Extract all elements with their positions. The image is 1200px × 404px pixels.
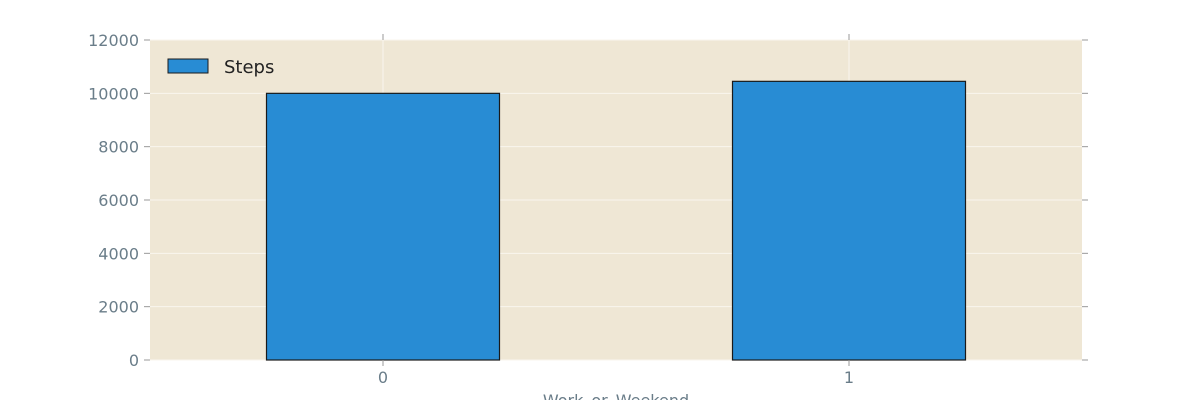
x-axis-title: Work_or_Weekend xyxy=(543,391,689,400)
bar-steps-1 xyxy=(731,80,967,361)
x-tick-label: 0 xyxy=(378,368,388,387)
legend-swatch-steps xyxy=(167,58,209,74)
bar-steps-0 xyxy=(265,92,501,361)
legend-label-steps: Steps xyxy=(224,57,274,78)
y-tick-label: 12000 xyxy=(88,31,139,50)
y-tick-label: 8000 xyxy=(98,138,139,157)
y-tick-label: 2000 xyxy=(98,298,139,317)
axes: 0 2000 4000 6000 8000 10000 12000 0 1 xyxy=(88,31,1088,387)
y-tick-label: 10000 xyxy=(88,84,139,103)
bars xyxy=(265,80,967,361)
legend: Steps xyxy=(167,57,274,78)
y-tick-label: 4000 xyxy=(98,244,139,263)
y-tick-label: 6000 xyxy=(98,191,139,210)
y-tick-label: 0 xyxy=(129,351,139,370)
x-tick-label: 1 xyxy=(844,368,854,387)
